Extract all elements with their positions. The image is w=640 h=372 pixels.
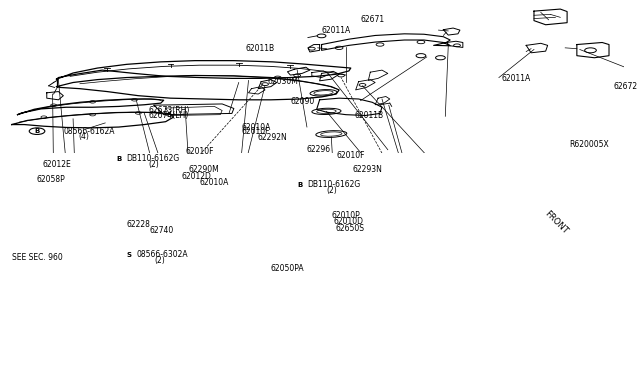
Text: 62010P: 62010P <box>332 211 360 220</box>
Text: 62030M: 62030M <box>268 77 299 86</box>
Text: (2): (2) <box>326 186 337 195</box>
Text: 62296: 62296 <box>307 145 331 154</box>
Text: 62011B: 62011B <box>355 111 384 120</box>
Text: 62293N: 62293N <box>353 166 383 174</box>
Text: FRONT: FRONT <box>543 209 570 236</box>
Text: DB110-6162G: DB110-6162G <box>307 180 360 189</box>
Text: (4): (4) <box>78 132 89 141</box>
Text: 62012D: 62012D <box>181 171 211 181</box>
Text: 62010A: 62010A <box>200 178 229 187</box>
Text: 62011B: 62011B <box>246 44 275 53</box>
Text: 62011A: 62011A <box>502 74 531 83</box>
Text: 62671: 62671 <box>360 15 385 24</box>
Text: 62010A: 62010A <box>242 122 271 132</box>
Text: 62673(RH): 62673(RH) <box>148 106 189 115</box>
Text: 62010F: 62010F <box>185 147 214 156</box>
Text: S: S <box>126 252 131 258</box>
Text: B: B <box>35 128 40 134</box>
Text: 62674(LH): 62674(LH) <box>148 111 188 120</box>
Text: B: B <box>116 156 122 162</box>
Text: 62672: 62672 <box>614 82 638 91</box>
Text: 62011A: 62011A <box>321 26 351 35</box>
Text: 62292N: 62292N <box>257 133 287 142</box>
Text: SEE SEC. 960: SEE SEC. 960 <box>12 253 63 262</box>
Text: 62090: 62090 <box>291 97 315 106</box>
Text: (2): (2) <box>154 256 164 265</box>
Text: 62010D: 62010D <box>333 217 364 227</box>
Text: 62650S: 62650S <box>335 224 364 233</box>
Text: 62058P: 62058P <box>36 175 65 184</box>
Text: 62050PA: 62050PA <box>271 264 305 273</box>
Text: 62740: 62740 <box>149 226 173 235</box>
Text: 62228: 62228 <box>127 220 150 229</box>
Text: DB110-6162G: DB110-6162G <box>127 154 180 163</box>
Text: 62290M: 62290M <box>188 166 219 174</box>
Text: (2): (2) <box>148 160 159 169</box>
Text: 62010F: 62010F <box>242 128 270 137</box>
Text: 08566-6162A: 08566-6162A <box>63 127 115 136</box>
Text: 62010F: 62010F <box>336 151 365 160</box>
Text: B: B <box>298 182 303 188</box>
Text: R620005X: R620005X <box>569 140 609 149</box>
Text: 62012E: 62012E <box>43 160 72 169</box>
Text: 08566-6302A: 08566-6302A <box>136 250 188 259</box>
